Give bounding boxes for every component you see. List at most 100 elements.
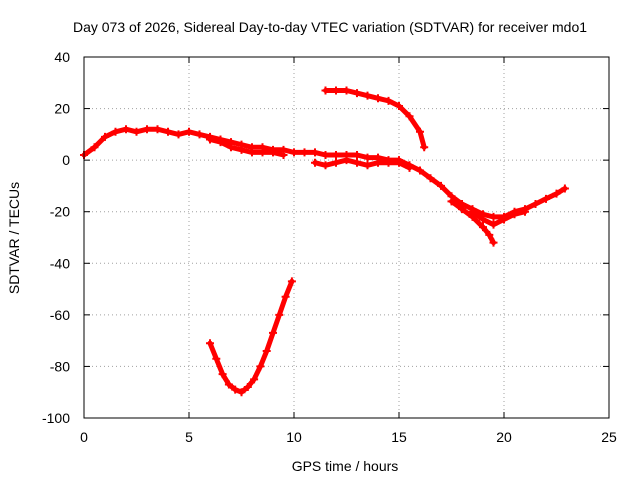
data-point xyxy=(458,205,466,214)
data-point xyxy=(521,207,529,216)
series-trace xyxy=(312,157,412,171)
data-point xyxy=(300,148,309,157)
data-point xyxy=(227,143,235,152)
data-point xyxy=(489,212,498,221)
data-point xyxy=(332,86,340,95)
x-tick-label: 10 xyxy=(286,429,302,445)
series-trace xyxy=(207,278,295,395)
data-point xyxy=(479,223,487,232)
chart-title: Day 073 of 2026, Sidereal Day-to-day VTE… xyxy=(73,19,587,35)
data-point xyxy=(531,199,540,208)
data-point xyxy=(342,86,351,95)
data-point xyxy=(101,132,109,141)
data-point xyxy=(363,91,372,100)
data-point xyxy=(256,362,265,371)
data-point xyxy=(224,380,233,389)
data-point xyxy=(321,86,330,95)
data-point xyxy=(206,339,214,348)
data-point xyxy=(279,150,288,159)
data-point xyxy=(321,161,330,170)
data-point xyxy=(332,150,340,159)
data-point xyxy=(384,158,393,167)
data-point xyxy=(374,94,382,103)
data-point xyxy=(416,127,424,136)
data-point xyxy=(420,143,429,152)
data-point xyxy=(111,127,120,136)
x-tick-label: 25 xyxy=(601,429,617,445)
data-point xyxy=(243,383,252,392)
data-layer xyxy=(80,86,569,397)
data-point xyxy=(447,197,456,206)
data-point xyxy=(164,127,172,136)
data-point xyxy=(374,158,382,167)
data-point xyxy=(395,158,403,167)
series-early-thick-band xyxy=(206,135,288,159)
series-lower-branch xyxy=(447,197,498,247)
data-point xyxy=(287,277,296,286)
series-mid-dips xyxy=(311,156,414,172)
x-axis-label: GPS time / hours xyxy=(292,458,399,474)
y-tick-label: 20 xyxy=(54,101,70,117)
data-point xyxy=(281,292,290,301)
data-point xyxy=(416,166,424,175)
data-point xyxy=(122,125,130,134)
data-point xyxy=(311,158,319,167)
data-point xyxy=(353,89,361,98)
x-tick-label: 5 xyxy=(185,429,193,445)
series-lower-branch-2 xyxy=(468,207,529,229)
data-point xyxy=(510,210,519,219)
x-tick-label: 0 xyxy=(80,429,88,445)
data-point xyxy=(479,215,487,224)
y-axis-label: SDTVAR / TECUs xyxy=(6,182,22,294)
data-point xyxy=(395,101,403,110)
series-trace xyxy=(81,126,568,220)
data-point xyxy=(90,143,99,152)
data-point xyxy=(195,130,204,139)
data-point xyxy=(405,112,414,121)
y-tick-label: -20 xyxy=(50,204,70,220)
data-point xyxy=(500,215,508,224)
data-point xyxy=(485,230,494,239)
data-point xyxy=(174,130,183,139)
data-point xyxy=(269,328,277,337)
data-point xyxy=(275,310,284,319)
grid-layer xyxy=(84,57,609,418)
data-point xyxy=(560,184,569,193)
series-lower-arc xyxy=(206,277,296,397)
data-point xyxy=(290,148,298,157)
data-point xyxy=(237,145,246,154)
x-tick-label: 15 xyxy=(391,429,407,445)
data-point xyxy=(248,148,256,157)
data-point xyxy=(426,174,435,183)
y-tick-label: -80 xyxy=(50,358,70,374)
data-point xyxy=(269,148,277,157)
data-point xyxy=(143,125,151,134)
y-tick-label: -40 xyxy=(50,255,70,271)
data-point xyxy=(353,150,361,159)
data-point xyxy=(489,220,498,229)
data-point xyxy=(353,158,361,167)
y-tick-label: -60 xyxy=(50,307,70,323)
data-point xyxy=(363,161,372,170)
data-point xyxy=(185,127,193,136)
x-tick-label: 20 xyxy=(496,429,512,445)
data-point xyxy=(405,163,414,172)
data-point xyxy=(332,158,340,167)
data-point xyxy=(542,194,550,203)
data-point xyxy=(237,388,246,397)
data-point xyxy=(231,385,240,394)
data-point xyxy=(212,354,221,363)
series-upper-arc xyxy=(321,86,429,152)
data-point xyxy=(437,181,445,190)
data-point xyxy=(216,138,225,147)
plot-frame xyxy=(83,56,610,419)
data-point xyxy=(468,207,477,216)
data-point xyxy=(206,135,214,144)
data-point xyxy=(250,375,259,384)
series-main-trace xyxy=(80,125,569,221)
data-point xyxy=(552,189,561,198)
data-point xyxy=(153,125,162,134)
data-point xyxy=(321,150,330,159)
data-point xyxy=(132,127,141,136)
data-point xyxy=(489,238,498,247)
